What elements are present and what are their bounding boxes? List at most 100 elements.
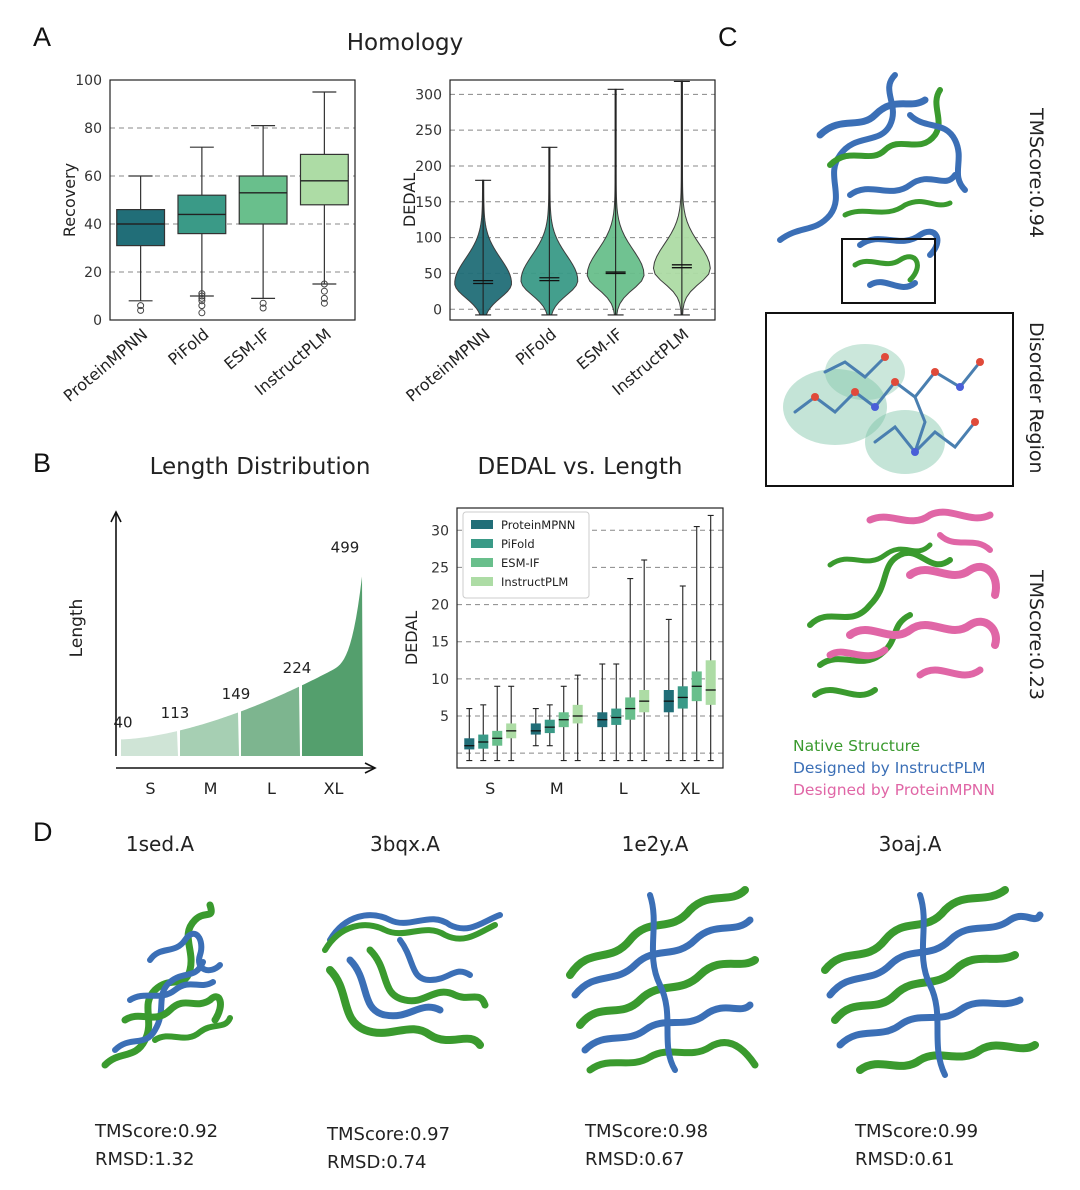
length-xtick-M: M [204,779,218,798]
recovery-ytick-4: 80 [84,121,102,137]
length-annotation-2: 149 [222,685,251,703]
structure-1-tmscore: TMScore:0.92 [95,1121,219,1142]
tmscore-top-label: TMScore:0.94 [1025,108,1047,238]
recovery-outlier-2-1 [259,299,267,307]
legend-designed-proteinmpnn: Designed by ProteinMPNN [793,781,995,799]
structure-3-rmsd: RMSD:0.67 [585,1149,685,1170]
structure-name-3: 1e2y.A [621,832,689,856]
dedal-len-legend-swatch-1 [471,539,493,548]
recovery-outlier-1-1 [198,302,206,310]
violin-ytick-2: 100 [415,231,442,247]
legend-designed-instructplm: Designed by InstructPLM [793,759,986,777]
length-area-segment-S [121,731,178,756]
structure-1e2y [566,886,759,1074]
recovery-ytick-2: 40 [84,217,102,233]
length-area-segment-XL [302,576,363,756]
length-distribution-chart: Length S M L XL 40 113 149 224 499 [67,510,377,798]
length-annotation-3: 224 [283,659,312,677]
dedal-len-legend-label-0: ProteinMPNN [501,518,575,532]
recovery-plot-frame [109,79,356,321]
recovery-outlier-1-4 [198,292,206,300]
recovery-outlier-1-0 [198,309,206,317]
structure-1sed [101,901,233,1069]
legend-native-structure: Native Structure [793,737,921,755]
disorder-region-label: Disorder Region [1025,322,1047,474]
structure-name-2: 3bqx.A [370,832,440,856]
dedal-len-legend-frame [462,511,590,599]
recovery-outlier-3-0 [320,299,328,307]
recovery-xtick-1: PiFold [164,325,212,370]
panel-label-c: C [718,22,738,52]
violin-xtick-2: ESM-IF [573,325,626,374]
violin-ytick-6: 300 [415,87,442,103]
recovery-ylabel: Recovery [60,163,79,237]
protein-structure-proteinmpnn [807,508,1000,698]
dedal-len-box-3-3 [705,660,716,705]
recovery-ytick-3: 60 [84,169,102,185]
dedal-violin-plot: 0 50 100 150 200 250 300 DEDAL ProteinMPNN PiFold… [400,79,716,406]
protein-structure-instructplm [777,72,968,304]
homology-title: Homology [346,30,464,56]
recovery-xtick-2: ESM-IF [220,325,273,374]
recovery-outlier-2-0 [259,304,267,312]
recovery-boxplot: 0 20 40 60 80 100 Recovery ProteinMPNN PiFold ESM… [60,73,356,406]
violin-ytick-4: 200 [415,159,442,175]
dedal-len-box-1-3 [572,704,583,724]
dedal-len-xtick-S: S [485,779,495,798]
recovery-xtick-0: ProteinMPNN [60,325,151,406]
dedal-len-box-1-0 [530,723,541,735]
structure-3-metrics: TMScore:0.98 RMSD:0.67 [585,1118,708,1174]
dedal-len-legend-label-1: PiFold [501,537,535,551]
dedal-len-box-1-1 [544,719,555,734]
structure-1-metrics: TMScore:0.92 RMSD:1.32 [95,1118,218,1174]
length-area-segment-L [241,686,300,756]
structure-3-tmscore: TMScore:0.98 [585,1121,709,1142]
structure-2-rmsd: RMSD:0.74 [327,1152,427,1173]
structure-4-metrics: TMScore:0.99 RMSD:0.61 [855,1118,978,1174]
structure-2-metrics: TMScore:0.97 RMSD:0.74 [327,1121,450,1177]
dedal-len-ylabel: DEDAL [402,611,421,665]
length-annotation-4: 499 [331,539,360,557]
dedal-len-legend-swatch-0 [471,520,493,529]
structure-4-tmscore: TMScore:0.99 [855,1121,979,1142]
recovery-ytick-1: 20 [84,265,102,281]
dedal-len-ytick-0: 5 [440,709,449,725]
dedal-vs-length-title: DEDAL vs. Length [477,454,683,480]
dedal-len-ytick-2: 15 [431,635,449,651]
recovery-box-3 [299,153,349,206]
length-annotation-1: 113 [161,704,190,722]
recovery-outlier-3-3 [320,280,328,288]
length-x-axis-arrow [364,762,377,774]
dedal-len-legend-swatch-2 [471,558,493,567]
dedal-len-legend-swatch-3 [471,577,493,586]
recovery-outlier-1-5 [198,290,206,298]
recovery-ytick-0: 0 [93,313,102,329]
dedal-len-xtick-L: L [619,779,628,798]
recovery-outlier-0-1 [137,302,145,310]
length-area-segment-M [180,712,239,756]
length-distribution-title: Length Distribution [149,454,371,480]
dedal-len-legend-label-2: ESM-IF [501,556,540,570]
dedal-len-ytick-1: 10 [431,672,449,688]
recovery-outlier-1-3 [198,294,206,302]
violin-ytick-3: 150 [415,195,442,211]
length-ylabel: Length [67,599,87,658]
dedal-len-ytick-5: 30 [431,523,449,539]
violin-ytick-0: 0 [433,302,442,318]
dedal-len-ytick-4: 25 [431,560,449,576]
structure-3oaj [821,886,1044,1078]
dedal-len-box-2-1 [611,708,622,725]
length-annotation-0: 40 [113,713,132,731]
recovery-box-2 [238,175,288,225]
dedal-len-legend-label-3: InstructPLM [501,575,568,589]
recovery-outlier-3-1 [320,294,328,302]
panel-label-b: B [33,448,52,478]
panel-label-a: A [33,22,52,52]
dedal-len-xtick-XL: XL [680,779,700,798]
dedal-len-xtick-M: M [550,779,564,798]
panel-label-d: D [33,817,53,847]
violin-ytick-1: 50 [424,266,442,282]
length-y-axis-arrow [110,510,122,523]
dedal-len-ytick-3: 20 [431,598,449,614]
structure-3bqx [322,912,503,1049]
